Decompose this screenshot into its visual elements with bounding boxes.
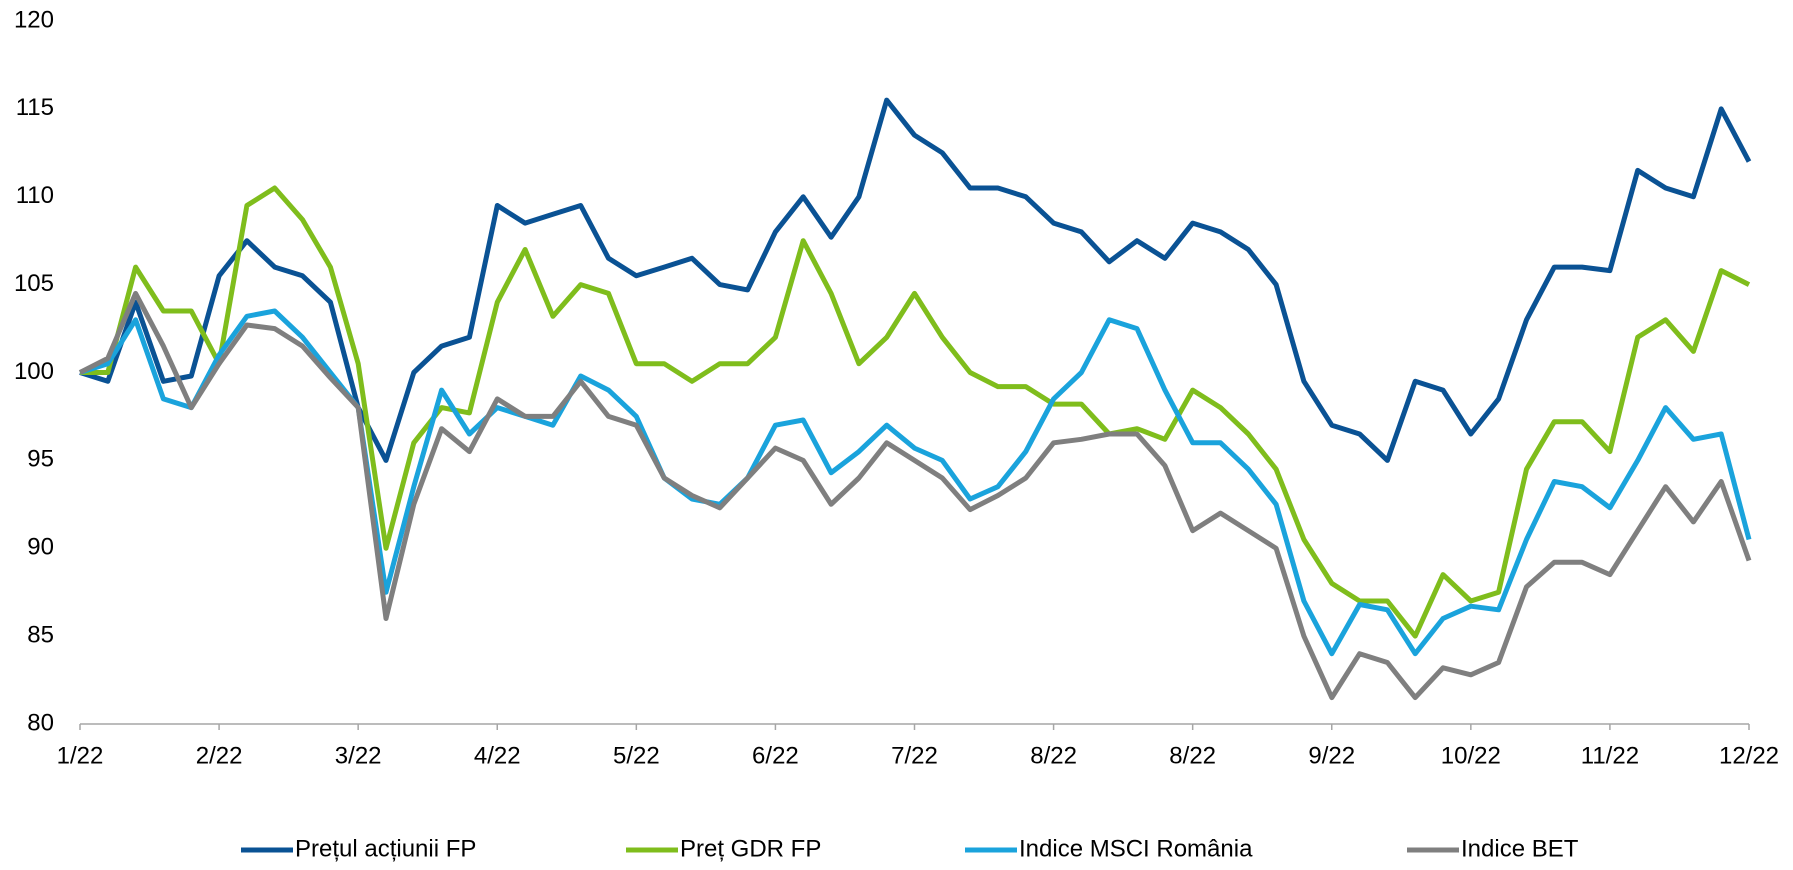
x-tick-label: 8/22 xyxy=(1169,742,1216,769)
series-line xyxy=(80,185,1751,639)
x-tick-label: 3/22 xyxy=(335,742,382,769)
x-tick-label: 10/22 xyxy=(1441,742,1501,769)
y-tick-label: 90 xyxy=(27,534,54,561)
legend-label: Indice MSCI România xyxy=(1019,835,1253,862)
x-tick-label: 6/22 xyxy=(752,742,799,769)
series-line xyxy=(78,290,1752,701)
y-tick-label: 80 xyxy=(27,709,54,736)
legend-label: Prețul acțiunii FP xyxy=(295,835,476,862)
x-tick-label: 2/22 xyxy=(196,742,243,769)
x-tick-label: 11/22 xyxy=(1581,742,1639,769)
legend-label: Preț GDR FP xyxy=(680,835,821,862)
x-tick-label: 9/22 xyxy=(1308,742,1355,769)
y-tick-label: 85 xyxy=(27,621,54,648)
x-tick-label: 4/22 xyxy=(474,742,521,769)
y-tick-label: 100 xyxy=(14,358,54,385)
series-line xyxy=(79,97,1752,463)
x-tick-label: 1/22 xyxy=(57,742,104,769)
x-tick-label: 7/22 xyxy=(891,742,938,769)
y-tick-label: 120 xyxy=(14,6,54,33)
y-tick-label: 95 xyxy=(27,446,54,473)
x-tick-label: 12/22 xyxy=(1719,742,1779,769)
y-tick-label: 105 xyxy=(14,270,54,297)
x-tick-label: 5/22 xyxy=(613,742,660,769)
x-tick-label: 8/22 xyxy=(1030,742,1077,769)
series-line xyxy=(79,308,1752,657)
y-tick-label: 115 xyxy=(16,94,54,121)
y-tick-label: 110 xyxy=(16,182,54,209)
legend-label: Indice BET xyxy=(1461,835,1579,862)
